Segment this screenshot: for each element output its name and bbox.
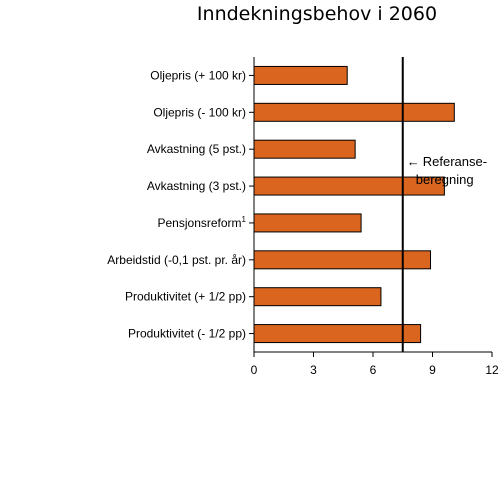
reference-line-group: ← Referanse- beregning	[401, 57, 487, 352]
chart-title: Inndekningsbehov i 2060	[197, 3, 437, 25]
category-label-4: Avkastning (3 pst.)	[147, 179, 246, 193]
bar-8	[253, 324, 422, 344]
bar-2	[253, 102, 455, 122]
reference-label-line2: beregning	[416, 172, 474, 187]
reference-arrow-icon: ←	[407, 154, 420, 169]
x-tick-label-4: 9	[429, 363, 436, 377]
bar-6	[253, 250, 432, 270]
bar-1	[253, 65, 348, 85]
category-label-3: Avkastning (5 pst.)	[147, 142, 246, 156]
category-labels: Oljepris (+ 100 kr) Oljepris (- 100 kr) Av…	[107, 68, 246, 340]
category-label-8: Produktivitet (- 1/2 pp)	[128, 327, 246, 341]
bar-3	[253, 139, 356, 159]
category-label-5: Pensjonsreform1	[158, 215, 247, 230]
category-footnote-marker: 1	[242, 215, 247, 224]
x-tick-label-2: 3	[310, 363, 317, 377]
x-tick-label-5: 12	[485, 363, 499, 377]
category-label-7: Produktivitet (+ 1/2 pp)	[125, 290, 246, 304]
bar-7	[253, 287, 382, 307]
reference-label-line1: Referanse-	[423, 154, 487, 169]
x-tick-label-3: 6	[370, 363, 377, 377]
x-tick-label-1: 0	[251, 363, 258, 377]
bar-5	[253, 213, 362, 233]
category-label-1: Oljepris (+ 100 kr)	[150, 68, 246, 82]
bars-layer	[253, 65, 455, 344]
x-axis: 0 3 6 9 12	[249, 57, 499, 377]
category-label-6: Arbeidstid (-0,1 pst. pr. år)	[107, 253, 246, 267]
category-label-2: Oljepris (- 100 kr)	[153, 105, 246, 119]
